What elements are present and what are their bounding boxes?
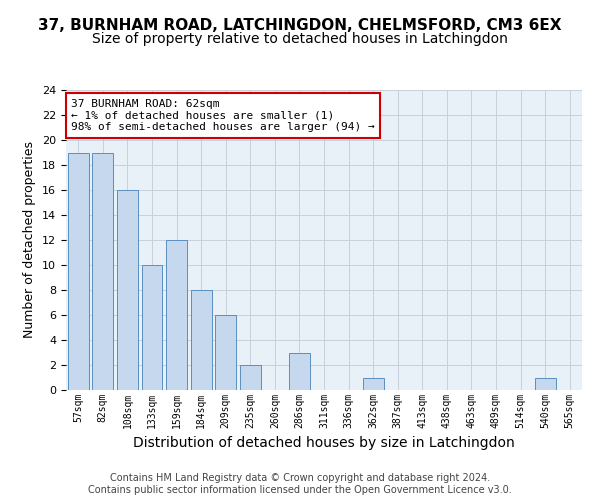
Bar [362,378,383,390]
Text: 37 BURNHAM ROAD: 62sqm
← 1% of detached houses are smaller (1)
98% of semi-detac: 37 BURNHAM ROAD: 62sqm ← 1% of detached … [71,99,375,132]
Bar [240,365,261,390]
Bar [166,240,187,390]
Text: Size of property relative to detached houses in Latchingdon: Size of property relative to detached ho… [92,32,508,46]
Bar [92,152,113,390]
Bar [289,352,310,390]
Y-axis label: Number of detached properties: Number of detached properties [23,142,37,338]
X-axis label: Distribution of detached houses by size in Latchingdon: Distribution of detached houses by size … [133,436,515,450]
Bar [535,378,556,390]
Text: Contains HM Land Registry data © Crown copyright and database right 2024.
Contai: Contains HM Land Registry data © Crown c… [88,474,512,495]
Bar [191,290,212,390]
Text: 37, BURNHAM ROAD, LATCHINGDON, CHELMSFORD, CM3 6EX: 37, BURNHAM ROAD, LATCHINGDON, CHELMSFOR… [38,18,562,32]
Bar [117,190,138,390]
Bar [215,315,236,390]
Bar [142,265,163,390]
Bar [68,152,89,390]
